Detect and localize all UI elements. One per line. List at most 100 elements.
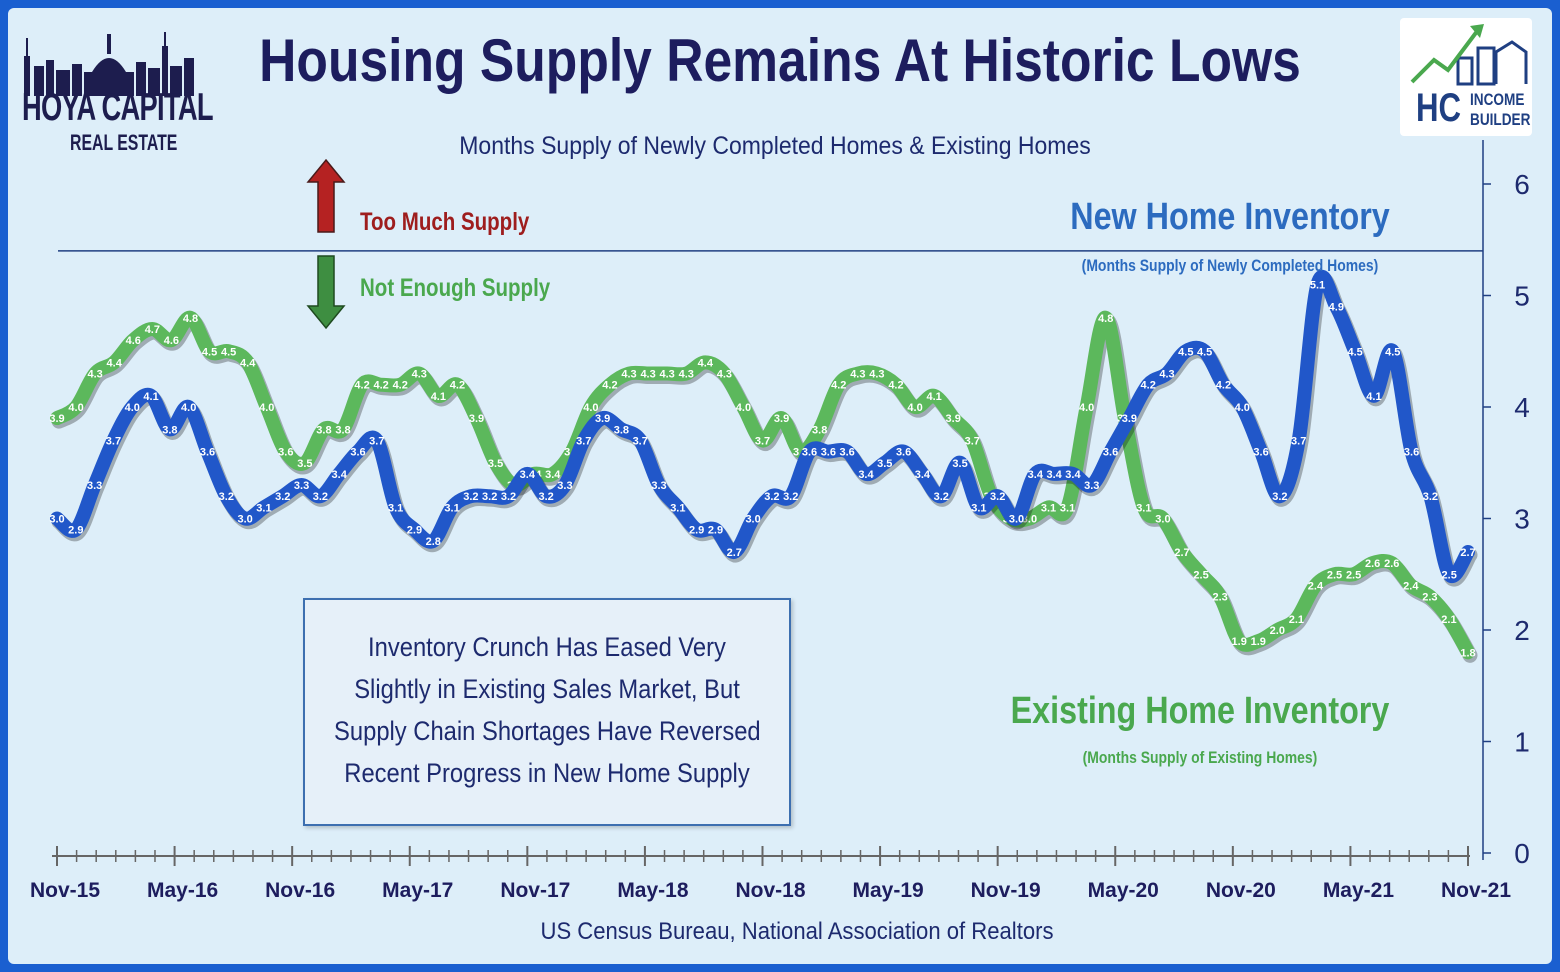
- new-series-point: [129, 404, 136, 410]
- new-data-label: 3.0: [745, 514, 760, 526]
- new-data-label: 2.9: [68, 525, 83, 537]
- existing-series-point: [683, 370, 690, 377]
- existing-data-label: 2.7: [1174, 547, 1189, 559]
- new-series-point: [561, 482, 568, 489]
- new-series-point: [524, 470, 531, 477]
- existing-data-label: 3.7: [965, 435, 980, 447]
- existing-series-point: [626, 370, 633, 377]
- new-series-point: [411, 526, 418, 533]
- existing-home-inventory-sublabel: (Months Supply of Existing Homes): [1082, 748, 1318, 767]
- new-series-point: [72, 526, 79, 533]
- new-series-point: [279, 493, 286, 500]
- income-builder-logo: HC INCOME BUILDER: [1400, 18, 1532, 136]
- new-series-point: [91, 482, 98, 489]
- existing-series-point: [1159, 515, 1166, 522]
- existing-data-label: 3.9: [946, 413, 961, 425]
- existing-series-point: [187, 314, 194, 321]
- existing-data-label: 3.5: [297, 458, 312, 470]
- new-data-label: 3.0: [49, 514, 64, 526]
- existing-data-label: 3.5: [488, 458, 503, 470]
- x-tick-label: May-18: [617, 879, 689, 902]
- existing-series-point: [931, 392, 938, 399]
- existing-series-point: [1045, 504, 1052, 511]
- existing-data-label: 4.3: [412, 369, 427, 381]
- new-series-point: [1276, 493, 1283, 500]
- new-data-label: 4.1: [1366, 391, 1381, 403]
- new-series-point: [298, 482, 305, 489]
- new-series-point: [825, 448, 832, 455]
- x-axis-ticks: Nov-15 May-16 Nov-16 May-17 Nov-17 May-18 Nov-…: [30, 846, 1511, 902]
- new-data-label: 3.2: [764, 491, 779, 503]
- existing-series-point: [1198, 571, 1205, 578]
- existing-data-label: 2.3: [1212, 592, 1227, 604]
- existing-data-label: 4.6: [126, 335, 141, 347]
- new-data-label: 3.3: [1084, 480, 1099, 492]
- existing-data-label: 3.1: [1041, 502, 1056, 514]
- new-series-point: [693, 526, 700, 533]
- new-series-point: [54, 515, 60, 522]
- new-series-point: [1051, 470, 1058, 477]
- existing-series-point: [1140, 504, 1147, 511]
- existing-series-point: [397, 381, 404, 388]
- existing-series-point: [1388, 560, 1395, 567]
- new-series-point: [844, 448, 851, 455]
- new-series-point: [505, 493, 512, 500]
- too-much-supply-label: Too Much Supply: [360, 208, 530, 236]
- y-axis-ticks: 0 1 2 3 4 5 6: [1483, 169, 1530, 869]
- new-series-point: [373, 437, 380, 444]
- existing-data-label: 2.5: [1346, 569, 1361, 581]
- new-series-point: [1069, 470, 1076, 477]
- new-data-label: 2.9: [407, 525, 422, 537]
- existing-data-label: 4.8: [183, 313, 198, 325]
- existing-series-point: [587, 404, 594, 410]
- new-series-point: [1239, 404, 1246, 410]
- new-series-point: [467, 493, 474, 500]
- existing-data-label: 3.1: [1136, 502, 1151, 514]
- new-series-point: [1352, 348, 1359, 355]
- new-series-point: [1088, 482, 1095, 489]
- existing-series-point: [225, 348, 232, 355]
- new-data-label: 3.6: [200, 447, 215, 459]
- new-series-point: [486, 493, 493, 500]
- new-series-point: [166, 426, 173, 433]
- existing-data-label: 4.4: [240, 357, 256, 369]
- new-data-label: 4.2: [1141, 380, 1156, 392]
- existing-data-label: 3.4: [545, 469, 561, 481]
- new-data-label: 3.0: [237, 514, 252, 526]
- new-series-point: [1333, 303, 1340, 310]
- existing-series-point: [912, 404, 919, 410]
- new-series-point: [881, 459, 888, 466]
- new-series-point: [806, 448, 813, 455]
- existing-data-label: 2.4: [1308, 580, 1324, 592]
- existing-data-label: 4.3: [869, 369, 884, 381]
- existing-data-label: 2.1: [1289, 614, 1304, 626]
- new-data-label: 3.3: [87, 480, 102, 492]
- new-series-point: [750, 515, 757, 522]
- existing-series-point: [416, 370, 423, 377]
- existing-series-point: [1236, 638, 1243, 645]
- x-tick-label: May-17: [382, 879, 453, 902]
- existing-series-point: [549, 470, 556, 477]
- new-series-point: [1182, 348, 1189, 355]
- existing-series-point: [130, 337, 137, 344]
- x-tick-label: Nov-17: [500, 879, 570, 902]
- existing-data-label: 3.9: [49, 413, 64, 425]
- new-data-label: 3.4: [858, 469, 874, 481]
- x-tick-label: Nov-19: [971, 879, 1041, 902]
- new-series-point: [580, 437, 587, 444]
- new-data-label: 3.2: [1272, 491, 1287, 503]
- chart-title: Housing Supply Remains At Historic Lows: [259, 27, 1301, 94]
- y-tick-label: 3: [1514, 504, 1530, 535]
- new-data-label: 4.9: [1329, 302, 1344, 314]
- new-data-label: 4.3: [1159, 369, 1174, 381]
- existing-series-point: [320, 426, 327, 433]
- logo-subname: REAL ESTATE: [70, 130, 178, 155]
- new-data-label: 3.4: [520, 469, 536, 481]
- existing-series-point: [1445, 615, 1452, 622]
- new-data-label: 3.9: [595, 413, 610, 425]
- new-data-label: 3.7: [576, 435, 591, 447]
- new-series-point: [185, 404, 192, 410]
- new-data-label: 4.0: [125, 402, 140, 414]
- existing-series-point: [1407, 582, 1414, 589]
- new-series-point: [1201, 348, 1208, 355]
